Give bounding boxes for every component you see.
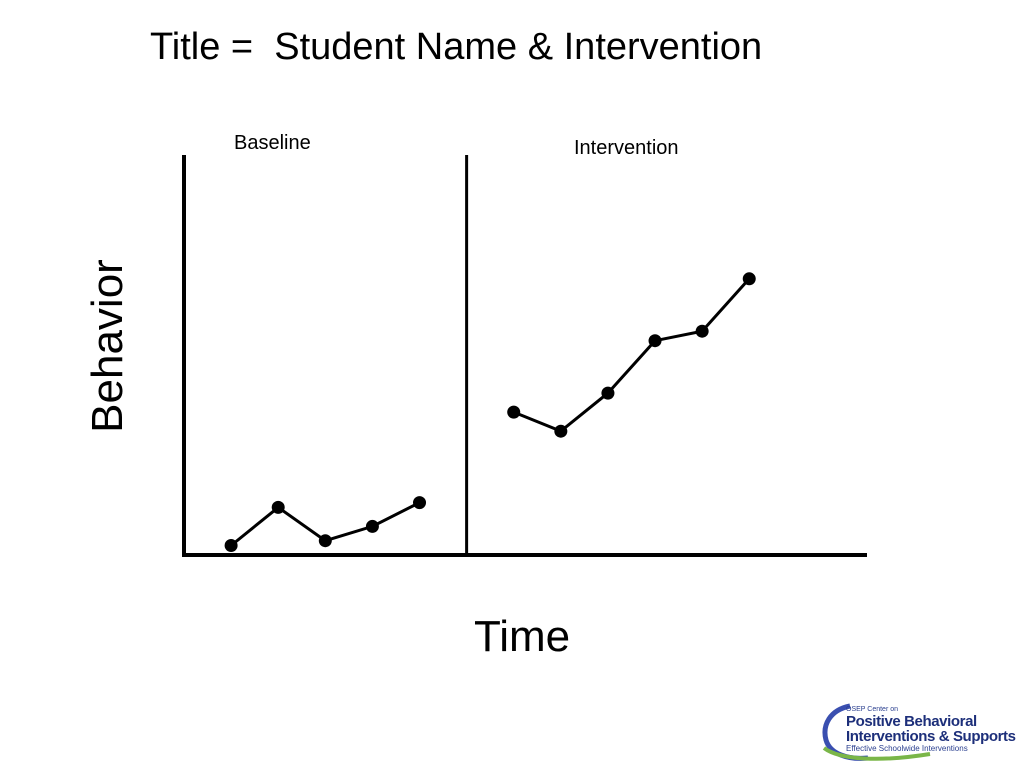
data-point [318,534,332,548]
data-point [648,334,662,348]
x-axis-label: Time [474,612,571,661]
data-point [271,500,285,514]
pbis-logo: OSEP Center on Positive Behavioral Inter… [820,700,1020,762]
data-point [224,538,238,552]
chart-title: Title = Student Name & Intervention [150,26,763,68]
data-point [601,386,615,400]
logo-line-3: Interventions & Supports [846,728,1016,745]
phase-label-baseline: Baseline [234,132,311,154]
data-point [742,272,756,286]
logo-line-4: Effective Schoolwide Interventions [846,744,968,753]
data-point [413,496,427,510]
data-point [507,405,521,419]
data-point [695,324,709,338]
data-point [554,424,568,438]
data-point [365,519,379,533]
phase-label-intervention: Intervention [574,137,679,159]
logo-line-1: OSEP Center on [846,706,899,713]
logo-line-2: Positive Behavioral [846,713,977,730]
series-line-phase-2 [513,277,751,433]
